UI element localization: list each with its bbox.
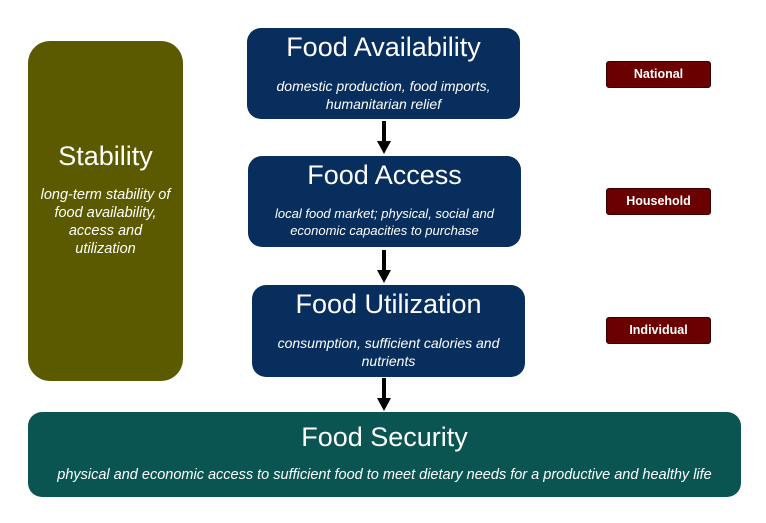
food-security-box: Food Security physical and economic acce… [28,412,741,497]
food-access-description: local food market; physical, social and … [275,206,494,239]
stability-title: Stability [58,141,153,171]
food-security-title: Food Security [301,422,468,452]
down-arrow-icon [377,121,391,154]
food-access-title: Food Access [307,160,462,190]
down-arrow-icon [377,250,391,283]
food-availability-box: Food Availability domestic production, f… [247,28,520,119]
food-access-box: Food Access local food market; physical,… [248,156,521,247]
stability-box: Stability long-term stability of food av… [28,41,183,381]
food-utilization-title: Food Utilization [295,289,482,319]
food-security-description: physical and economic access to sufficie… [57,467,712,484]
food-availability-title: Food Availability [286,32,481,62]
level-tag-national: National [606,61,711,88]
level-tag-household: Household [606,188,711,215]
food-availability-description: domestic production, food imports, human… [276,78,491,113]
stability-description: long-term stability of food availability… [40,187,171,258]
down-arrow-icon [377,378,391,411]
level-tag-individual: Individual [606,317,711,344]
food-utilization-description: consumption, sufficient calories and nut… [277,335,500,370]
food-utilization-box: Food Utilization consumption, sufficient… [252,285,525,377]
